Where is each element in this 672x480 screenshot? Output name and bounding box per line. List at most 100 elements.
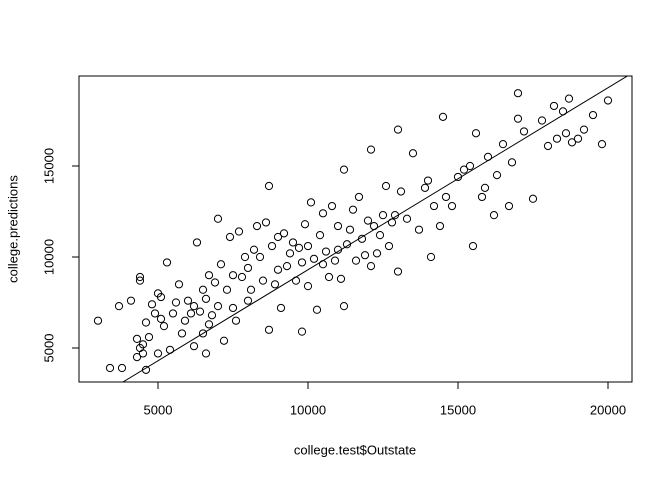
point [282, 262, 292, 271]
point [297, 327, 307, 336]
point [375, 231, 385, 240]
point [414, 225, 424, 234]
point [246, 285, 256, 294]
point [372, 249, 382, 258]
point [261, 218, 271, 227]
plot-frame [78, 75, 633, 383]
point [477, 192, 487, 202]
point [441, 192, 451, 202]
point [513, 89, 523, 98]
point [528, 194, 538, 203]
point [273, 232, 283, 242]
point [396, 187, 406, 196]
point [549, 101, 559, 111]
point [426, 252, 436, 262]
point [303, 282, 313, 291]
point [156, 314, 166, 323]
point [252, 221, 262, 231]
point [216, 260, 226, 269]
point [366, 145, 376, 154]
point [93, 316, 103, 325]
point [198, 329, 208, 338]
point [156, 292, 166, 302]
point [504, 201, 514, 211]
point [537, 116, 547, 125]
point [384, 241, 394, 251]
point [210, 278, 220, 287]
point [162, 258, 172, 267]
point [360, 251, 370, 260]
point [150, 309, 160, 318]
point [429, 201, 439, 211]
point [198, 285, 208, 294]
point [237, 272, 247, 282]
point [144, 332, 154, 342]
point [279, 229, 289, 238]
point [561, 129, 571, 138]
point [435, 221, 445, 231]
point [276, 303, 286, 313]
point [573, 134, 583, 143]
point [213, 302, 223, 311]
point [228, 271, 238, 280]
point [300, 220, 310, 229]
point [240, 252, 250, 262]
point [132, 353, 142, 362]
point [339, 302, 349, 311]
point [402, 214, 412, 223]
point [135, 276, 145, 285]
point [141, 318, 151, 327]
point [423, 176, 433, 185]
point [336, 274, 346, 283]
point [255, 252, 265, 262]
point [438, 112, 448, 121]
point [117, 363, 127, 373]
point [105, 363, 115, 373]
point [243, 263, 253, 273]
point [378, 211, 388, 220]
point [294, 243, 304, 253]
point [513, 114, 523, 123]
point [228, 303, 238, 313]
point [330, 256, 340, 265]
point [186, 309, 196, 318]
point [201, 349, 211, 358]
point [297, 258, 307, 267]
point [579, 125, 589, 134]
point [339, 165, 349, 174]
point [153, 349, 163, 358]
plot-area [93, 76, 629, 382]
point [507, 158, 517, 167]
point [603, 96, 613, 105]
x-axis-label: college.test$Outstate [294, 442, 416, 457]
point [114, 302, 124, 311]
point [393, 125, 403, 134]
point [333, 221, 343, 231]
point [213, 214, 223, 223]
point [447, 201, 457, 211]
point [489, 211, 499, 220]
point [408, 149, 418, 158]
point [564, 94, 574, 103]
point [471, 129, 481, 138]
point [465, 161, 475, 171]
point [321, 247, 331, 256]
point [147, 300, 157, 309]
point [318, 209, 328, 218]
point [315, 231, 325, 240]
point [204, 320, 214, 329]
y-tick-label: 15000 [41, 148, 56, 184]
point [225, 232, 235, 242]
point [264, 181, 274, 191]
y-tick-label: 5000 [41, 334, 56, 363]
point [345, 225, 355, 234]
point [354, 192, 364, 202]
point [138, 340, 148, 349]
point [231, 316, 241, 325]
point [597, 140, 607, 149]
point [519, 127, 529, 136]
point [363, 216, 373, 225]
point [366, 262, 376, 271]
point [306, 198, 316, 207]
